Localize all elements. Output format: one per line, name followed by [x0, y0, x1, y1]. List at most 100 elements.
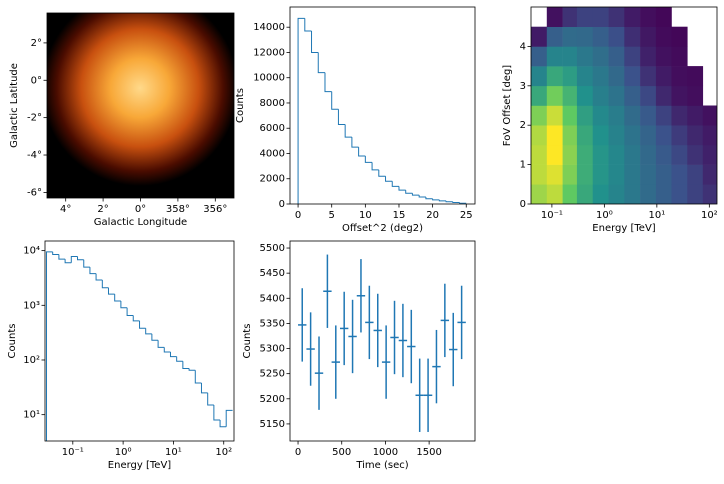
heatmap-cell [687, 85, 704, 106]
heatmap-cell [592, 164, 609, 185]
y-tick-label: 14000 [253, 22, 285, 33]
heatmap-cell [655, 7, 672, 27]
heatmap-cell [546, 46, 563, 67]
heatmap-cell [702, 144, 717, 165]
histogram-step [64, 259, 72, 264]
heatmap-cell [562, 85, 578, 106]
x-tick-label: 10¹ [165, 447, 182, 458]
x-tick-label: 10² [215, 447, 232, 458]
axes-frame [289, 6, 476, 205]
heatmap-cell [640, 125, 657, 146]
heatmap-cell [624, 7, 641, 27]
heatmap-cell [655, 144, 672, 165]
heatmap-cell [608, 164, 625, 185]
heatmap-cell [576, 125, 594, 146]
histogram-step [107, 287, 115, 295]
histogram-step [83, 259, 90, 268]
histogram-step [297, 17, 305, 204]
histogram-step [432, 198, 440, 201]
histogram-step [438, 199, 447, 202]
y-axis-label: Counts [242, 324, 253, 359]
histogram-step [176, 356, 183, 362]
heatmap-cell [562, 26, 578, 47]
x-tick-label: 356° [203, 204, 227, 215]
heatmap-cell [546, 164, 563, 185]
heatmap-cell [562, 125, 578, 146]
heatmap-cell [671, 105, 688, 126]
heatmap-cell [592, 66, 609, 87]
heatmap-cell [531, 66, 548, 87]
heatmap-cell [671, 46, 688, 67]
y-tick-label: 5200 [260, 394, 285, 405]
heatmap-cell [655, 46, 672, 67]
heatmap-cell [687, 184, 704, 204]
heatmap-cell [608, 144, 625, 165]
heatmap-cell [592, 184, 609, 204]
y-axis-label: FoV Offset [deg] [502, 65, 513, 147]
heatmap-cell [562, 184, 578, 204]
histogram-step [169, 352, 177, 358]
heatmap-cell [687, 66, 704, 87]
x-tick-label: 1000 [373, 447, 398, 458]
heatmap-cell [624, 26, 641, 47]
heatmap-cell [655, 184, 672, 204]
histogram-step [459, 202, 467, 204]
heatmap-cell [624, 85, 641, 106]
heatmap-cell [702, 125, 717, 146]
x-axis-label: Time (sec) [355, 460, 408, 471]
heatmap-cell [640, 26, 657, 47]
histogram-step [358, 147, 366, 157]
heatmap-cell [624, 46, 641, 67]
histogram-step [77, 256, 84, 261]
x-tick-label: 4° [60, 204, 71, 215]
heatmap-cell [576, 7, 594, 27]
heatmap-cell [671, 144, 688, 165]
heatmap-cell [640, 164, 657, 185]
x-tick-label: 10 [359, 210, 372, 221]
histogram-step [213, 405, 221, 421]
heatmap-cell [576, 66, 594, 87]
x-tick-label: 1500 [416, 447, 441, 458]
panel: 4° 2° 0° 358° 356° 2° 0° -2° -4° -6° Galactic Long… [9, 12, 235, 228]
heatmap-cell [624, 125, 641, 146]
heatmap-cell [562, 7, 578, 27]
y-tick-label: 12000 [253, 47, 285, 58]
y-tick-label: 5300 [260, 344, 285, 355]
x-tick-label: 10⁻¹ [541, 210, 563, 221]
heatmap-cell [576, 46, 594, 67]
x-axis-label: Galactic Longitude [94, 217, 187, 228]
y-tick-label: 4000 [260, 148, 285, 159]
y-axis-label: Galactic Latitude [9, 63, 20, 148]
histogram-step [371, 162, 379, 171]
heatmap-cell [671, 66, 688, 87]
heatmap-cell [592, 26, 609, 47]
histogram-step [225, 409, 233, 427]
histogram-step [95, 273, 103, 281]
heatmap-cell [531, 125, 548, 146]
heatmap-cell [531, 105, 548, 126]
x-tick-label: 10¹ [648, 210, 665, 221]
x-tick-label: 20 [426, 210, 439, 221]
histogram-step [418, 195, 426, 198]
y-tick-label: 5400 [260, 293, 285, 304]
histogram-step [182, 361, 190, 369]
panel: 0 5 10 15 20 25 0 2000 4000 6000 8000 10000 12000 140… [235, 6, 476, 234]
heatmap-cell [592, 105, 609, 126]
heatmap-cell [592, 144, 609, 165]
heatmap-cell [546, 105, 563, 126]
histogram-step [411, 193, 420, 196]
heatmap-cell [640, 105, 657, 126]
x-axis-label: Energy [TeV] [592, 223, 655, 234]
histogram-step [351, 137, 359, 148]
y-tick-label: -2° [27, 113, 42, 124]
heatmap-cell [546, 26, 563, 47]
x-axis-label: Energy [TeV] [108, 460, 171, 471]
heatmap-cell [655, 105, 672, 126]
histogram-step [445, 200, 453, 203]
y-tick-label: 5500 [260, 243, 285, 254]
heatmap-cell [687, 144, 704, 165]
y-tick-label: -6° [27, 187, 42, 198]
heatmap-cell [702, 184, 717, 204]
heatmap-cell [546, 125, 563, 146]
plot-area [46, 251, 233, 441]
